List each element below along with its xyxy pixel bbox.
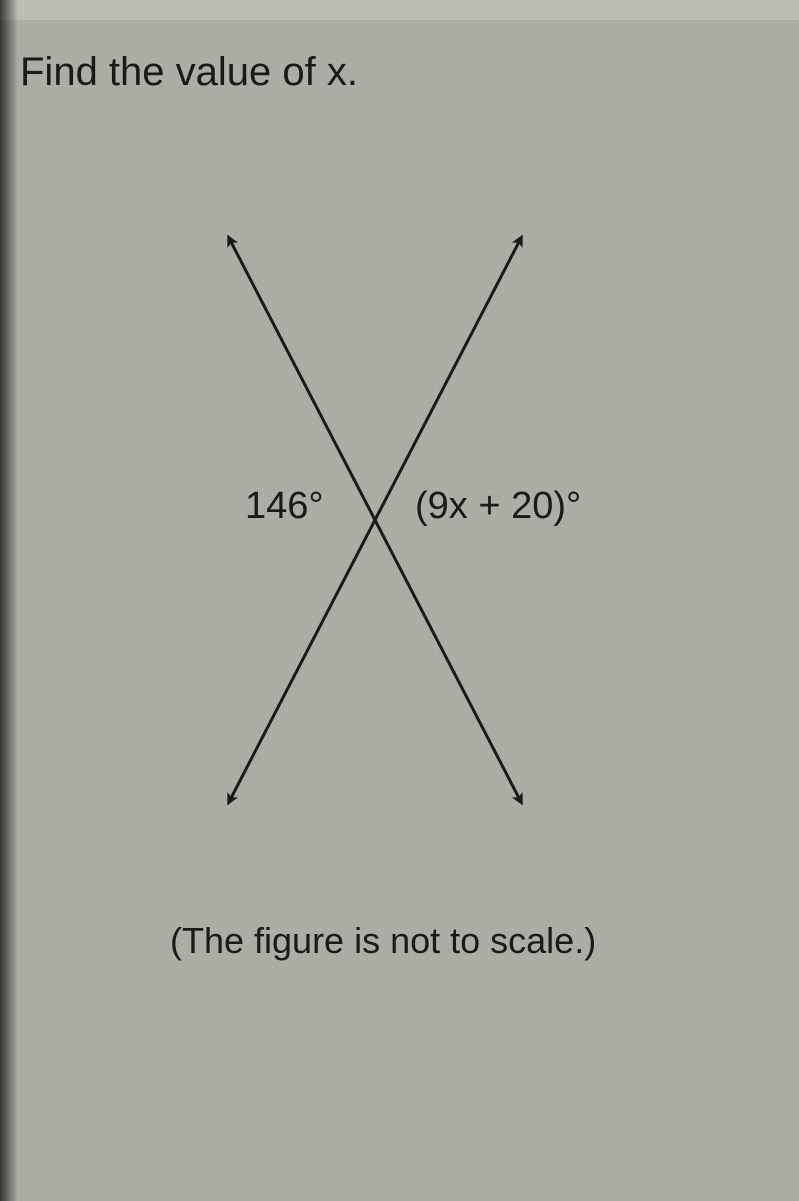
intersecting-lines-diagram: 146° (9x + 20)° bbox=[150, 200, 650, 850]
angle-label-left: 146° bbox=[245, 485, 324, 528]
top-edge-highlight bbox=[0, 0, 799, 20]
caption-text: (The figure is not to scale.) bbox=[170, 920, 596, 962]
left-shadow bbox=[0, 0, 18, 1201]
question-text: Find the value of x. bbox=[20, 50, 358, 95]
angle-label-right: (9x + 20)° bbox=[415, 485, 581, 528]
